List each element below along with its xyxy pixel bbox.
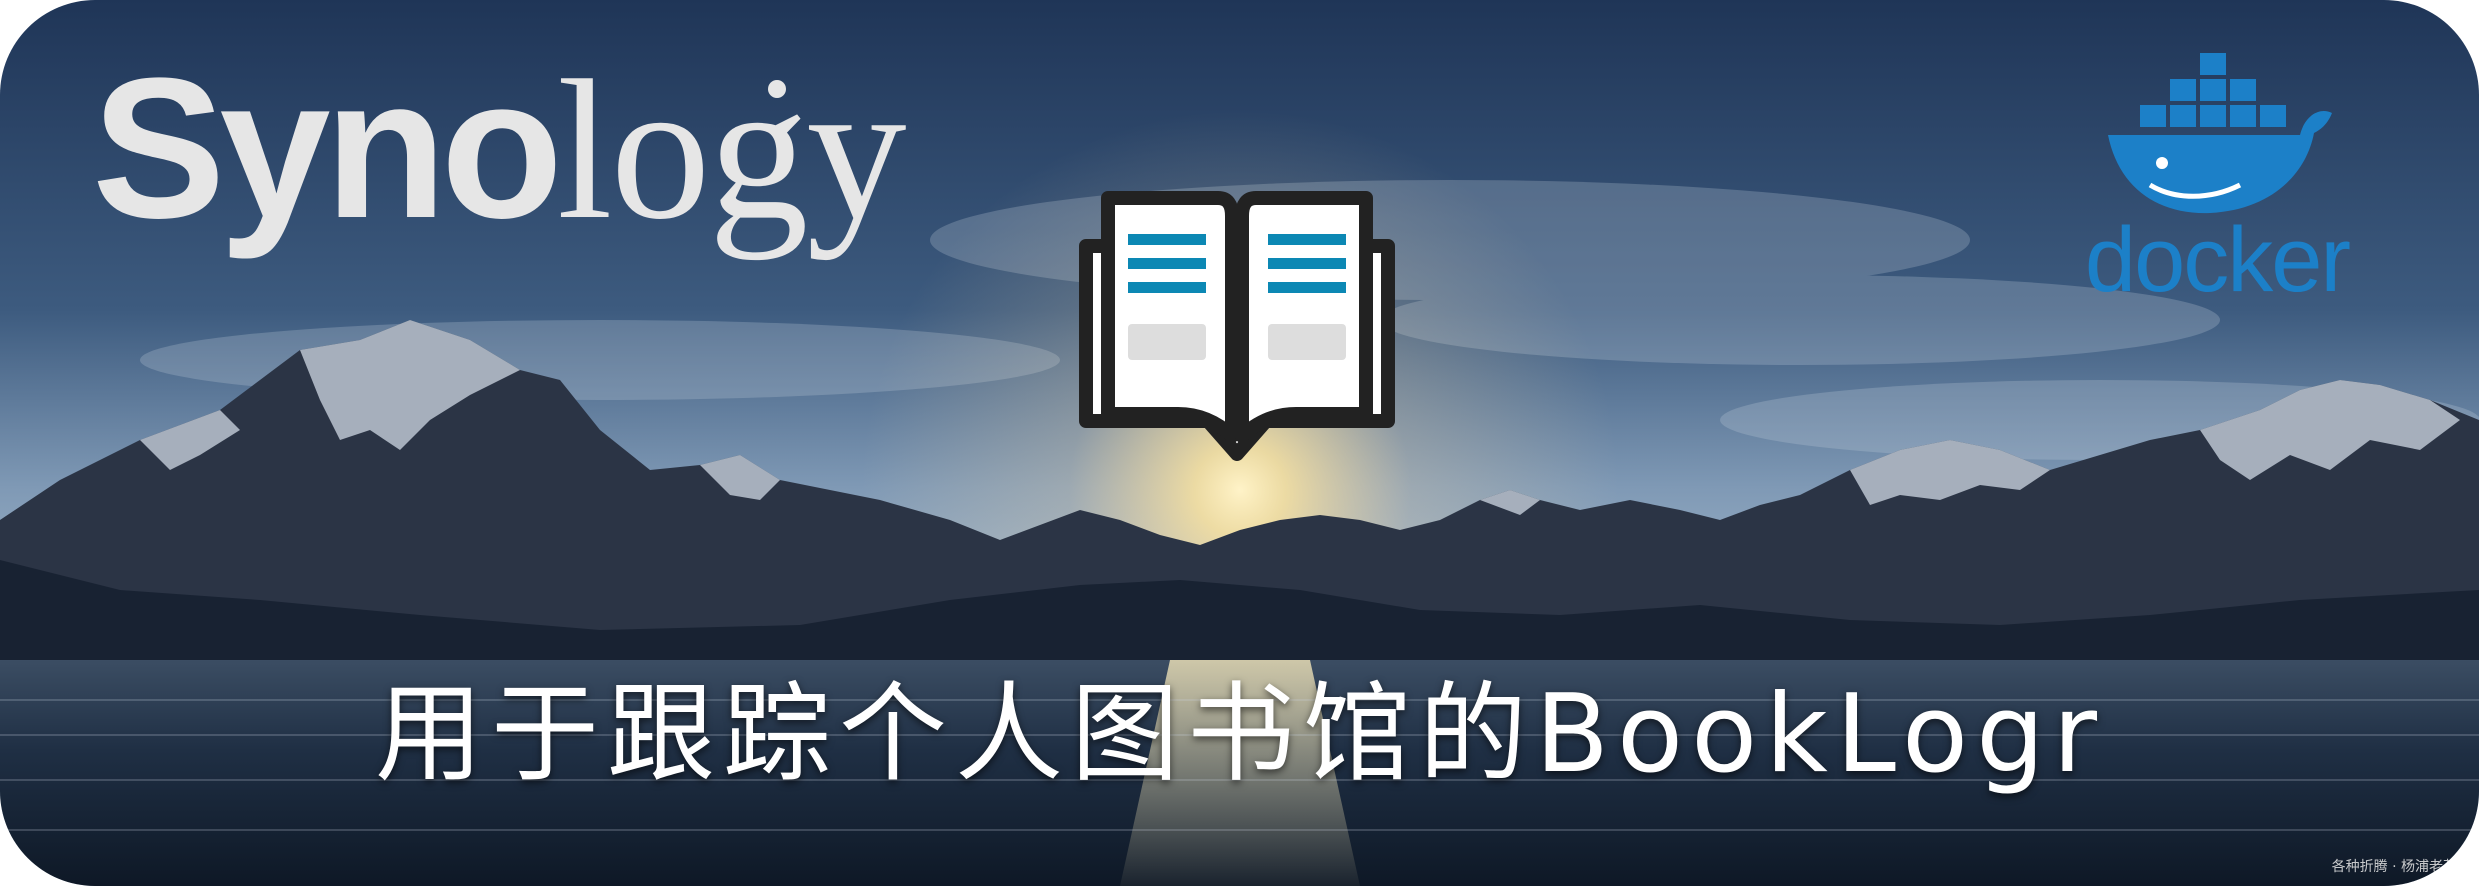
synology-logo: Synology [92, 34, 907, 264]
registered-mark-icon [768, 80, 786, 98]
docker-whale-icon [2108, 53, 2332, 214]
synology-logo-bold: Syno [92, 37, 563, 260]
docker-wordmark: docker [2084, 209, 2351, 311]
watermark-text: 各种折腾 · 杨浦老苏 [2331, 859, 2457, 875]
open-book-icon [1079, 191, 1395, 461]
synology-logo-light: logy [556, 40, 907, 261]
banner-title: 用于跟踪个人图书馆的BookLogr [374, 672, 2106, 797]
